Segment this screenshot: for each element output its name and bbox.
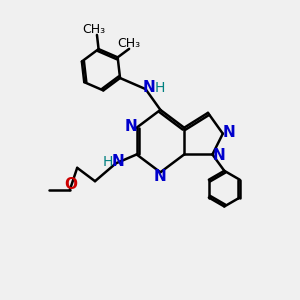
Text: N: N <box>112 154 124 169</box>
Text: H: H <box>102 155 113 169</box>
Text: N: N <box>125 119 138 134</box>
Text: H: H <box>154 81 165 94</box>
Text: CH₃: CH₃ <box>118 37 141 50</box>
Text: N: N <box>213 148 225 164</box>
Text: N: N <box>143 80 155 95</box>
Text: N: N <box>154 169 167 184</box>
Text: CH₃: CH₃ <box>82 23 106 36</box>
Text: N: N <box>223 125 236 140</box>
Text: O: O <box>65 177 78 192</box>
